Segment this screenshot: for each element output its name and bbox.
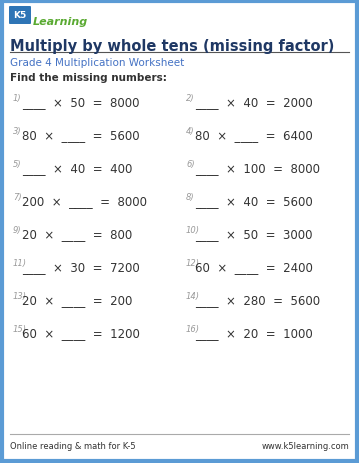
Text: 60  ×  ____  =  1200: 60 × ____ = 1200 [22, 327, 140, 340]
Text: ____  ×  40  =  2000: ____ × 40 = 2000 [195, 96, 313, 109]
Text: 11): 11) [13, 259, 27, 268]
Text: 60  ×  ____  =  2400: 60 × ____ = 2400 [195, 261, 313, 274]
Text: ____  ×  100  =  8000: ____ × 100 = 8000 [195, 162, 320, 175]
Text: 3): 3) [13, 127, 22, 136]
Text: ____  ×  40  =  5600: ____ × 40 = 5600 [195, 195, 313, 208]
Text: Multiply by whole tens (missing factor): Multiply by whole tens (missing factor) [10, 38, 334, 53]
Text: ____  ×  50  =  3000: ____ × 50 = 3000 [195, 228, 312, 241]
Text: ____  ×  40  =  400: ____ × 40 = 400 [22, 162, 132, 175]
Text: 20  ×  ____  =  800: 20 × ____ = 800 [22, 228, 132, 241]
Text: www.k5learning.com: www.k5learning.com [261, 442, 349, 450]
Text: 5): 5) [13, 160, 22, 169]
Text: Find the missing numbers:: Find the missing numbers: [10, 73, 167, 83]
Text: ____  ×  20  =  1000: ____ × 20 = 1000 [195, 327, 313, 340]
Text: 12): 12) [186, 259, 200, 268]
Text: 7): 7) [13, 193, 22, 202]
Text: ____  ×  30  =  7200: ____ × 30 = 7200 [22, 261, 140, 274]
FancyBboxPatch shape [9, 7, 31, 25]
Text: 14): 14) [186, 292, 200, 301]
Text: 20  ×  ____  =  200: 20 × ____ = 200 [22, 294, 132, 307]
Text: ____  ×  50  =  8000: ____ × 50 = 8000 [22, 96, 140, 109]
Text: ____  ×  280  =  5600: ____ × 280 = 5600 [195, 294, 320, 307]
Text: 6): 6) [186, 160, 195, 169]
Text: 10): 10) [186, 226, 200, 235]
Text: 15): 15) [13, 325, 27, 334]
Text: 8): 8) [186, 193, 195, 202]
Text: 1): 1) [13, 94, 22, 103]
Text: 2): 2) [186, 94, 195, 103]
Text: 4): 4) [186, 127, 195, 136]
Text: Online reading & math for K-5: Online reading & math for K-5 [10, 442, 136, 450]
Text: 200  ×  ____  =  8000: 200 × ____ = 8000 [22, 195, 147, 208]
Text: 9): 9) [13, 226, 22, 235]
Text: K5: K5 [13, 12, 27, 20]
Text: 80  ×  ____  =  5600: 80 × ____ = 5600 [22, 129, 140, 142]
Text: 13): 13) [13, 292, 27, 301]
Text: Learning: Learning [33, 17, 88, 27]
Text: Grade 4 Multiplication Worksheet: Grade 4 Multiplication Worksheet [10, 58, 184, 68]
Text: 16): 16) [186, 325, 200, 334]
Text: 80  ×  ____  =  6400: 80 × ____ = 6400 [195, 129, 313, 142]
